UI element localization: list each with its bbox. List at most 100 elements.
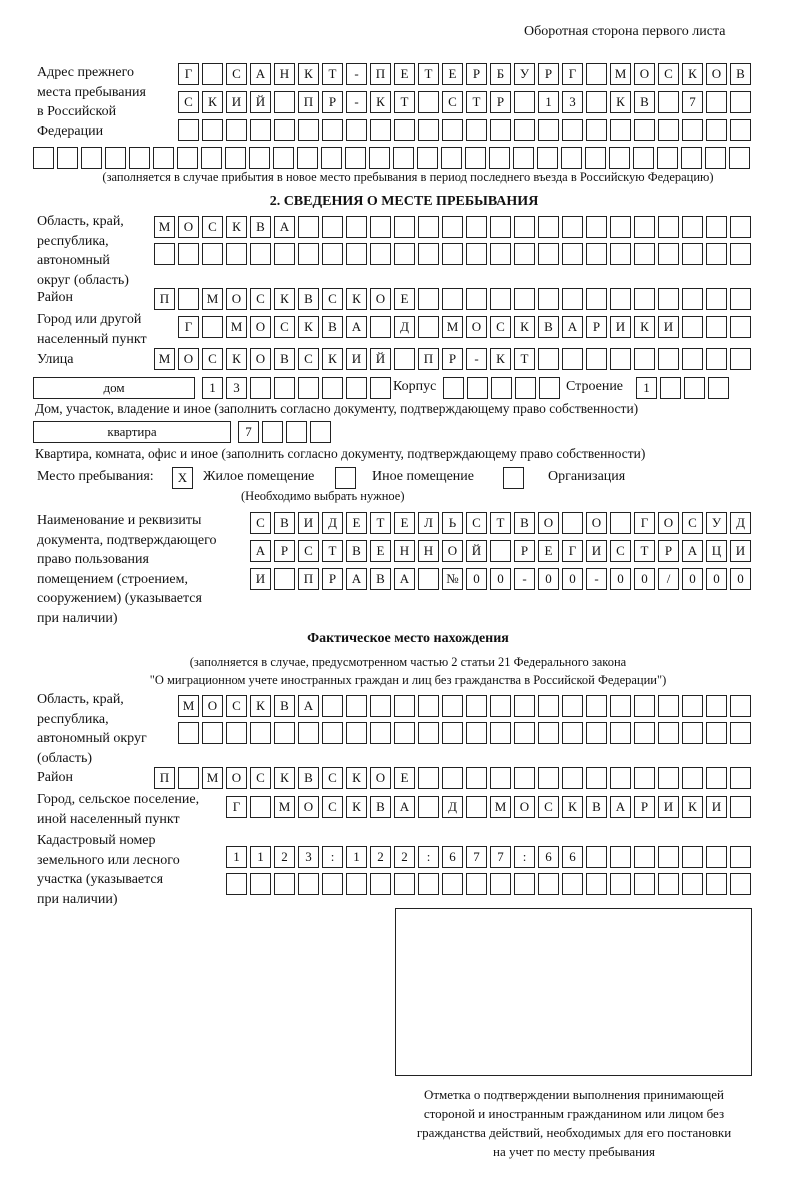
char-cell[interactable]: [562, 119, 583, 141]
char-cell[interactable]: О: [658, 512, 679, 534]
char-cell[interactable]: [442, 119, 463, 141]
char-cell[interactable]: [467, 377, 488, 399]
char-cell[interactable]: 0: [466, 568, 487, 590]
char-cell[interactable]: [418, 796, 439, 818]
char-cell[interactable]: [346, 216, 367, 238]
char-cell[interactable]: [33, 147, 54, 169]
char-cell[interactable]: [346, 873, 367, 895]
char-cell[interactable]: А: [562, 316, 583, 338]
char-cell[interactable]: [681, 147, 702, 169]
char-cell[interactable]: И: [226, 91, 247, 113]
char-cell[interactable]: 0: [490, 568, 511, 590]
char-cell[interactable]: 0: [610, 568, 631, 590]
char-cell[interactable]: Т: [322, 540, 343, 562]
char-cell[interactable]: [370, 243, 391, 265]
char-cell[interactable]: 3: [226, 377, 247, 399]
char-cell[interactable]: [418, 695, 439, 717]
char-cell[interactable]: [634, 722, 655, 744]
char-cell[interactable]: 6: [562, 846, 583, 868]
char-cell[interactable]: [178, 119, 199, 141]
char-cell[interactable]: К: [370, 91, 391, 113]
char-cell[interactable]: Е: [538, 540, 559, 562]
char-cell[interactable]: Ц: [706, 540, 727, 562]
char-cell[interactable]: [562, 695, 583, 717]
char-cell[interactable]: [729, 147, 750, 169]
char-cell[interactable]: Н: [274, 63, 295, 85]
char-cell[interactable]: 7: [682, 91, 703, 113]
char-cell[interactable]: Е: [394, 63, 415, 85]
char-cell[interactable]: П: [370, 63, 391, 85]
char-cell[interactable]: Т: [466, 91, 487, 113]
char-cell[interactable]: [466, 288, 487, 310]
char-cell[interactable]: К: [226, 348, 247, 370]
char-cell[interactable]: [250, 243, 271, 265]
char-cell[interactable]: [394, 216, 415, 238]
char-cell[interactable]: [442, 216, 463, 238]
char-cell[interactable]: Е: [394, 512, 415, 534]
char-cell[interactable]: [513, 147, 534, 169]
char-cell[interactable]: [562, 722, 583, 744]
char-cell[interactable]: [706, 722, 727, 744]
char-cell[interactable]: [682, 695, 703, 717]
char-cell[interactable]: [730, 873, 751, 895]
char-cell[interactable]: [441, 147, 462, 169]
char-cell[interactable]: С: [658, 63, 679, 85]
char-cell[interactable]: А: [610, 796, 631, 818]
char-cell[interactable]: Р: [442, 348, 463, 370]
char-cell[interactable]: К: [226, 216, 247, 238]
char-cell[interactable]: [706, 316, 727, 338]
char-cell[interactable]: [586, 216, 607, 238]
char-cell[interactable]: [730, 91, 751, 113]
char-cell[interactable]: [226, 873, 247, 895]
char-cell[interactable]: Р: [274, 540, 295, 562]
char-cell[interactable]: М: [154, 216, 175, 238]
char-cell[interactable]: [418, 288, 439, 310]
char-cell[interactable]: В: [274, 512, 295, 534]
char-cell[interactable]: К: [682, 796, 703, 818]
char-cell[interactable]: [658, 722, 679, 744]
living-premises-checkbox[interactable]: X: [172, 467, 193, 489]
char-cell[interactable]: [610, 722, 631, 744]
char-cell[interactable]: [514, 288, 535, 310]
char-cell[interactable]: [178, 767, 199, 789]
char-cell[interactable]: С: [202, 348, 223, 370]
char-cell[interactable]: 1: [226, 846, 247, 868]
char-cell[interactable]: [202, 722, 223, 744]
char-cell[interactable]: Г: [562, 63, 583, 85]
char-cell[interactable]: [490, 288, 511, 310]
char-cell[interactable]: В: [370, 568, 391, 590]
char-cell[interactable]: У: [514, 63, 535, 85]
char-cell[interactable]: [346, 119, 367, 141]
char-cell[interactable]: Т: [490, 512, 511, 534]
char-cell[interactable]: [105, 147, 126, 169]
char-cell[interactable]: М: [610, 63, 631, 85]
char-cell[interactable]: [634, 846, 655, 868]
char-cell[interactable]: О: [706, 63, 727, 85]
char-cell[interactable]: С: [322, 796, 343, 818]
char-cell[interactable]: [298, 377, 319, 399]
char-cell[interactable]: О: [442, 540, 463, 562]
char-cell[interactable]: И: [658, 796, 679, 818]
char-cell[interactable]: [514, 695, 535, 717]
char-cell[interactable]: :: [514, 846, 535, 868]
char-cell[interactable]: [226, 243, 247, 265]
char-cell[interactable]: [634, 243, 655, 265]
char-cell[interactable]: [610, 873, 631, 895]
char-cell[interactable]: Т: [370, 512, 391, 534]
char-cell[interactable]: Н: [394, 540, 415, 562]
char-cell[interactable]: В: [298, 767, 319, 789]
char-cell[interactable]: Е: [346, 512, 367, 534]
char-cell[interactable]: В: [274, 348, 295, 370]
char-cell[interactable]: [514, 767, 535, 789]
char-cell[interactable]: [418, 767, 439, 789]
char-cell[interactable]: Й: [370, 348, 391, 370]
char-cell[interactable]: [345, 147, 366, 169]
char-cell[interactable]: И: [250, 568, 271, 590]
char-cell[interactable]: С: [322, 767, 343, 789]
char-cell[interactable]: [489, 147, 510, 169]
char-cell[interactable]: [322, 377, 343, 399]
char-cell[interactable]: [682, 846, 703, 868]
char-cell[interactable]: [610, 119, 631, 141]
char-cell[interactable]: [684, 377, 705, 399]
char-cell[interactable]: [658, 873, 679, 895]
